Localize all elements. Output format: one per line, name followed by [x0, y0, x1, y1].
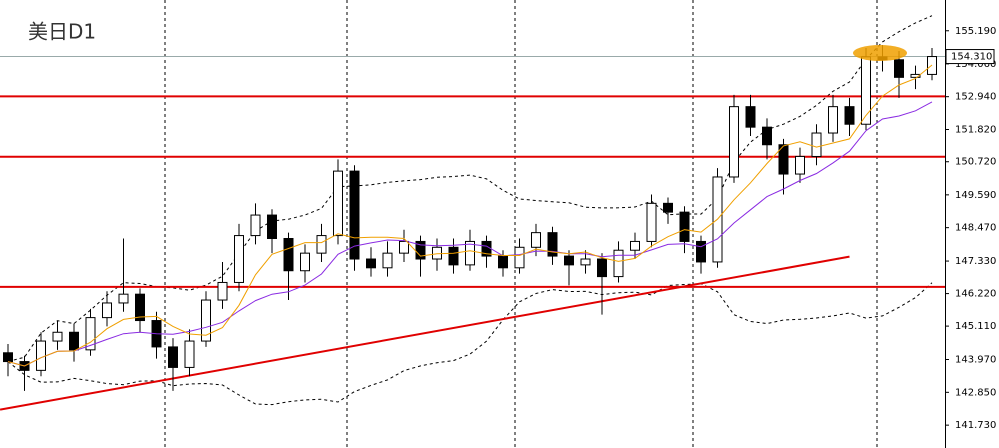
y-tick-label: 146.220 [955, 289, 996, 300]
candle-body [613, 249, 624, 278]
candle-body [729, 106, 739, 178]
candle-body [3, 352, 13, 363]
candle-body [69, 331, 79, 351]
trend-line [0, 255, 850, 411]
time-grid [164, 0, 878, 448]
candle-body [250, 214, 261, 237]
candle-body [184, 340, 195, 368]
candle-body [283, 238, 294, 272]
candle-body [366, 258, 376, 269]
candle-body [118, 293, 129, 304]
candle-body [861, 56, 871, 125]
y-tick-label: 152.940 [955, 92, 996, 103]
candle-body [349, 170, 360, 260]
candle-body [663, 202, 673, 213]
candle-body [795, 155, 805, 175]
candle-body [300, 252, 310, 272]
candle-body [333, 170, 343, 237]
candle-body [85, 317, 96, 351]
candle-body [597, 258, 607, 278]
candle-body [910, 73, 921, 78]
candle-body [828, 106, 838, 134]
candle-body [217, 281, 228, 301]
candle-body [679, 211, 690, 242]
candle-body [811, 132, 822, 157]
y-tick-label: 142.850 [955, 387, 996, 398]
candle-body [135, 293, 145, 322]
candle-body [514, 246, 525, 269]
candle-body [36, 340, 46, 371]
y-tick-label: 149.590 [955, 190, 996, 201]
highlight [853, 45, 907, 61]
y-tick-label: 141.730 [955, 420, 996, 431]
candle-body [844, 106, 855, 125]
candle-body [316, 235, 327, 254]
chart-title: 美日D1 [28, 20, 96, 44]
ma-5 [7, 64, 933, 367]
y-tick-label: 154.060 [955, 59, 996, 70]
candle-body [168, 346, 178, 368]
candle-body [399, 240, 409, 254]
candle-body [267, 214, 277, 240]
candle-body [382, 252, 393, 269]
candle-body [102, 302, 112, 319]
candle-body [630, 240, 640, 251]
y-tick-label: 151.820 [955, 125, 996, 136]
price-label: 154.310 [951, 52, 992, 63]
y-tick-label: 147.330 [955, 256, 996, 267]
candle-body [547, 232, 558, 257]
candle-body [531, 232, 541, 248]
candle-body [498, 255, 508, 269]
y-tick-label: 145.110 [955, 321, 996, 332]
candle-body [646, 202, 657, 242]
y-tick-label: 150.720 [955, 157, 996, 168]
candle-body [762, 126, 772, 146]
y-tick-label: 148.470 [955, 223, 996, 234]
ma-10 [7, 101, 933, 367]
candle-body [894, 59, 904, 78]
y-tick-label: 155.190 [955, 26, 996, 37]
candle-body [52, 331, 63, 342]
candle-body [580, 258, 591, 266]
candle-body [696, 240, 706, 263]
y-tick-label: 143.970 [955, 355, 996, 366]
candle-body [778, 144, 789, 175]
candle-body [201, 299, 211, 342]
candle-body [234, 235, 244, 283]
candle-body [448, 246, 459, 266]
candle-body [745, 106, 756, 128]
candle-body [465, 240, 475, 266]
candle-body [564, 255, 574, 266]
candle-body [415, 240, 426, 260]
price-label-box [945, 49, 995, 65]
